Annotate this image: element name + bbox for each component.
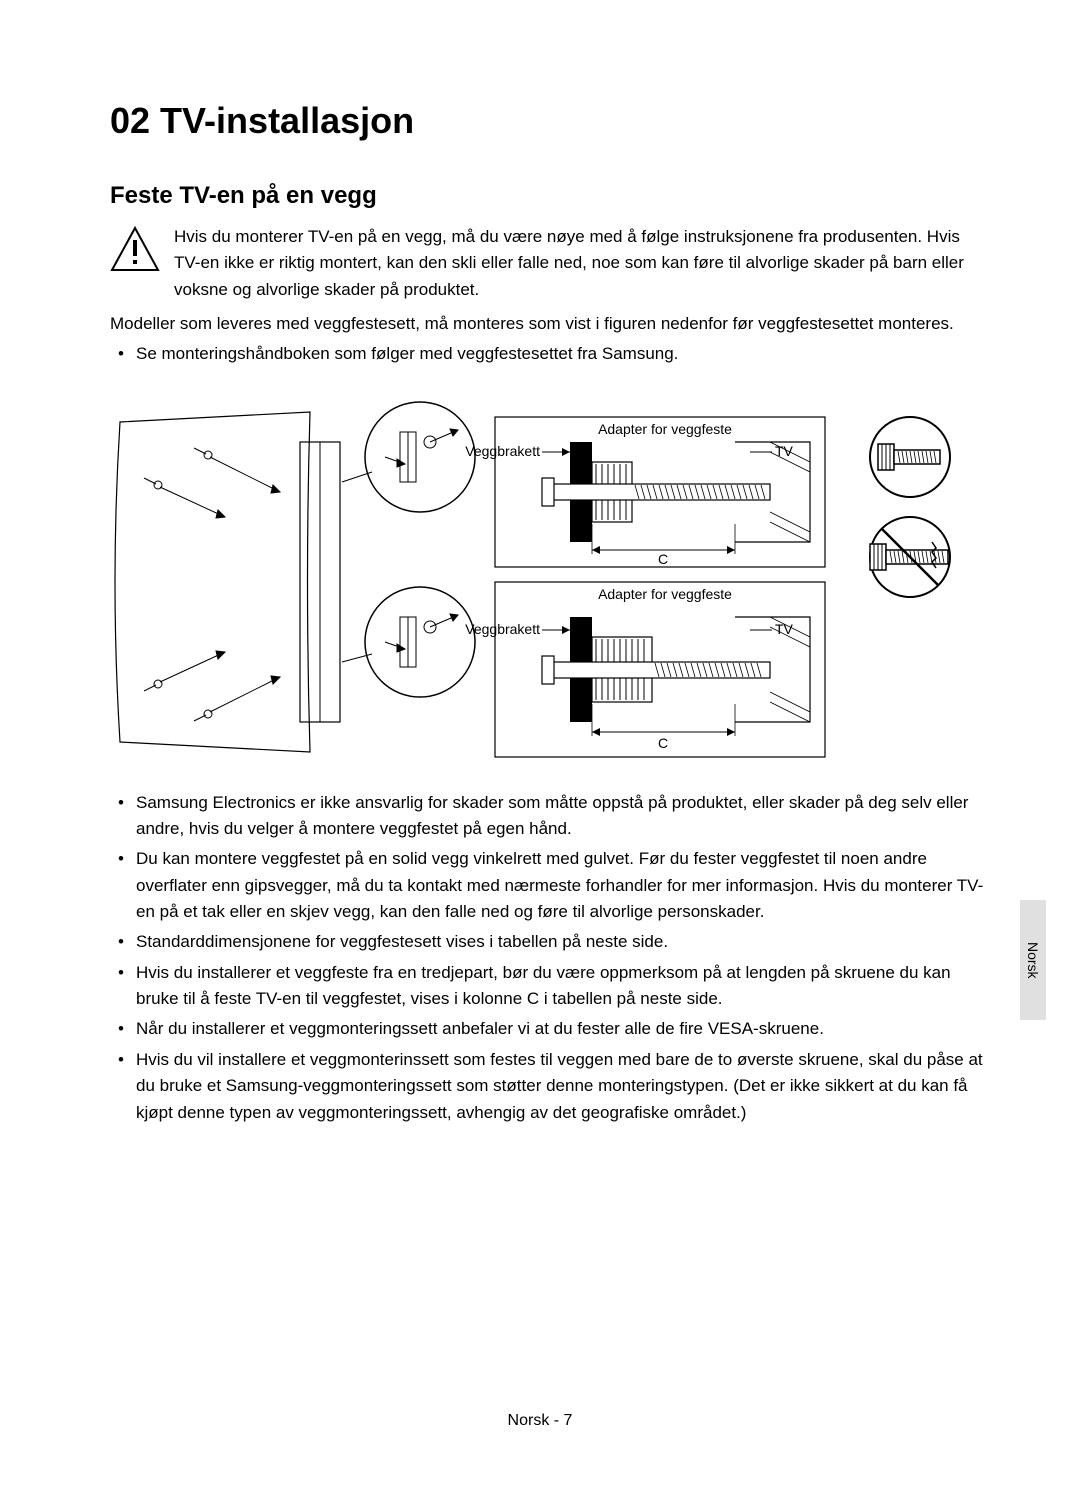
para-after-warning: Modeller som leveres med veggfestesett, … <box>110 311 990 337</box>
page-footer: Norsk - 7 <box>0 1412 1080 1430</box>
label-tv-1: TV <box>775 443 794 459</box>
label-c-2: C <box>658 735 668 751</box>
installation-figure: Adapter for veggfeste Veggbrakett TV <box>110 382 990 762</box>
warning-icon <box>110 226 160 272</box>
list-item: Når du installerer et veggmonteringssett… <box>136 1016 990 1042</box>
chapter-title: 02 TV-installasjon <box>110 100 990 142</box>
language-tab: Norsk <box>1020 900 1046 1020</box>
after-figure-bullets: Samsung Electronics er ikke ansvarlig fo… <box>110 790 990 1126</box>
label-c-1: C <box>658 551 668 567</box>
language-tab-label: Norsk <box>1025 942 1041 979</box>
warning-block: Hvis du monterer TV-en på en vegg, må du… <box>110 224 990 303</box>
list-item: Samsung Electronics er ikke ansvarlig fo… <box>136 790 990 843</box>
list-item: Du kan montere veggfestet på en solid ve… <box>136 846 990 925</box>
list-item: Hvis du installerer et veggfeste fra en … <box>136 960 990 1013</box>
label-bracket-2: Veggbrakett <box>465 621 540 637</box>
section-title: Feste TV-en på en vegg <box>110 182 990 210</box>
label-bracket-1: Veggbrakett <box>465 443 540 459</box>
warning-text: Hvis du monterer TV-en på en vegg, må du… <box>174 224 990 303</box>
label-tv-2: TV <box>775 621 794 637</box>
label-adapter-2: Adapter for veggfeste <box>598 586 732 602</box>
list-item: Se monteringshåndboken som følger med ve… <box>136 341 990 367</box>
list-item: Hvis du vil installere et veggmonterinss… <box>136 1047 990 1126</box>
label-adapter-1: Adapter for veggfeste <box>598 421 732 437</box>
list-item: Standarddimensjonene for veggfestesett v… <box>136 929 990 955</box>
pre-figure-bullets: Se monteringshåndboken som følger med ve… <box>110 341 990 367</box>
